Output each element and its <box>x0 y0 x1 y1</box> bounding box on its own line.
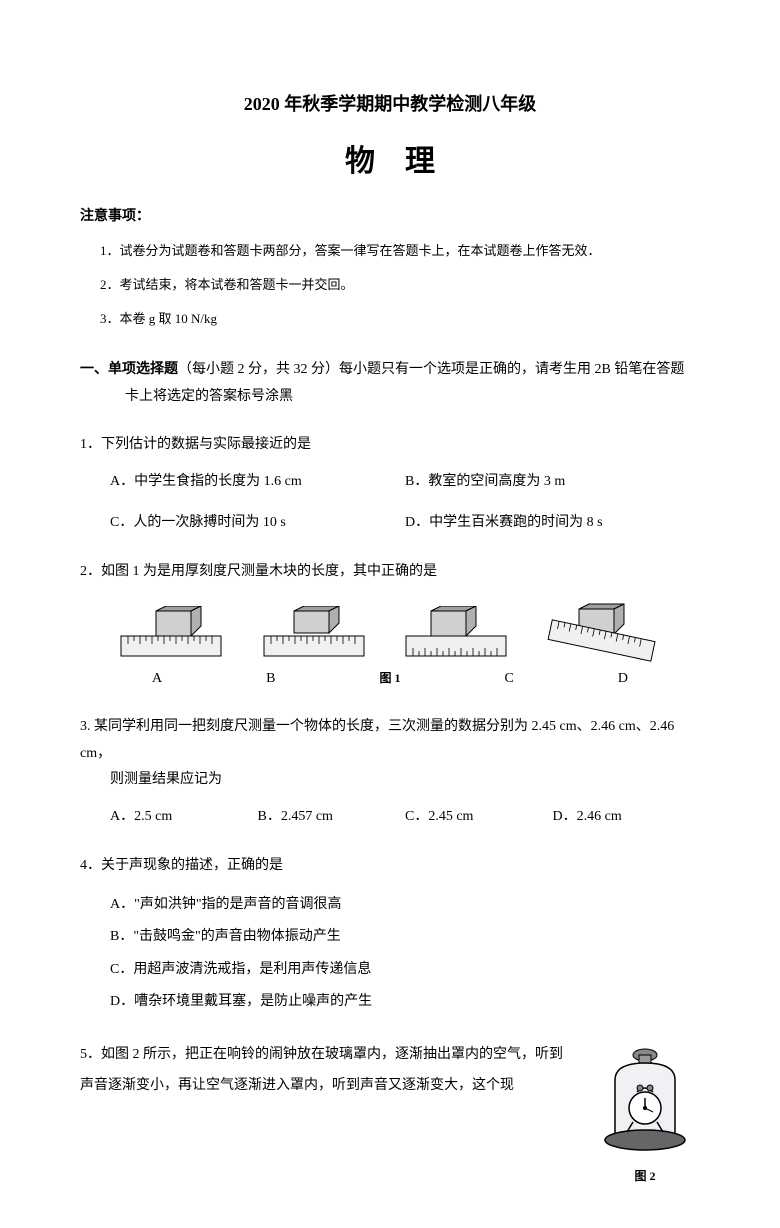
main-title: 2020 年秋季学期期中教学检测八年级 <box>80 90 700 116</box>
option-b: B．"击鼓鸣金"的声音由物体振动产生 <box>110 921 700 953</box>
figure-a <box>116 606 226 666</box>
question-text: 3. 某同学利用同一把刻度尺测量一个物体的长度，三次测量的数据分别为 2.45 … <box>80 714 700 767</box>
figure-d <box>544 601 664 666</box>
figure-caption: 图 1 <box>379 667 400 690</box>
option-d: D．中学生百米赛跑的时间为 8 s <box>405 510 700 537</box>
section-desc-line2: 卡上将选定的答案标号涂黑 <box>80 384 700 411</box>
figure-caption: 图 2 <box>590 1165 700 1188</box>
figure-b <box>259 606 369 666</box>
option-d: D．2.46 cm <box>553 804 701 831</box>
section-desc: （每小题 2 分，共 32 分）每小题只有一个选项是正确的，请考生用 2B 铅笔… <box>178 362 684 377</box>
figure-c <box>401 606 511 666</box>
question-4: 4．关于声现象的描述，正确的是 A．"声如洪钟"指的是声音的音调很高 B．"击鼓… <box>80 853 700 1018</box>
figure-label-a: A <box>152 666 162 693</box>
figure-label-b: B <box>266 666 275 693</box>
option-c: C．2.45 cm <box>405 804 553 831</box>
option-c: C．用超声波清洗戒指，是利用声传递信息 <box>110 954 700 986</box>
ruler-figure-icon <box>401 606 511 666</box>
figure-2: 图 2 <box>590 1040 700 1188</box>
ruler-figure-icon <box>116 606 226 666</box>
section-label: 一、单项选择题 <box>80 362 178 377</box>
option-a: A．"声如洪钟"指的是声音的音调很高 <box>110 889 700 921</box>
option-d: D．嘈杂环境里戴耳塞，是防止噪声的产生 <box>110 986 700 1018</box>
question-3: 3. 某同学利用同一把刻度尺测量一个物体的长度，三次测量的数据分别为 2.45 … <box>80 714 700 830</box>
question-5: 5．如图 2 所示，把正在响铃的闹钟放在玻璃罩内，逐渐抽出罩内的空气，听到声音逐… <box>80 1040 700 1188</box>
option-c: C．人的一次脉搏时间为 10 s <box>110 510 405 537</box>
notice-heading: 注意事项： <box>80 205 700 225</box>
question-text: 4．关于声现象的描述，正确的是 <box>80 853 700 880</box>
question-text: 2．如图 1 为是用厚刻度尺测量木块的长度，其中正确的是 <box>80 559 700 586</box>
option-b: B．2.457 cm <box>258 804 406 831</box>
question-text-line2: 则测量结果应记为 <box>80 767 700 794</box>
option-a: A．2.5 cm <box>110 804 258 831</box>
notice-item: 1．试卷分为试题卷和答题卡两部分，答案一律写在答题卡上，在本试题卷上作答无效． <box>80 240 700 259</box>
question-1: 1．下列估计的数据与实际最接近的是 A．中学生食指的长度为 1.6 cm B．教… <box>80 432 700 537</box>
question-2: 2．如图 1 为是用厚刻度尺测量木块的长度，其中正确的是 <box>80 559 700 692</box>
figure-row <box>80 601 700 666</box>
subject-title: 物理 <box>80 136 700 180</box>
ruler-figure-icon <box>544 601 664 666</box>
figure-label-d: D <box>618 666 628 693</box>
question-text: 1．下列估计的数据与实际最接近的是 <box>80 432 700 459</box>
question-text: 5．如图 2 所示，把正在响铃的闹钟放在玻璃罩内，逐渐抽出罩内的空气，听到声音逐… <box>80 1040 575 1102</box>
ruler-figure-icon <box>259 606 369 666</box>
bell-jar-icon <box>595 1040 695 1155</box>
option-a: A．中学生食指的长度为 1.6 cm <box>110 469 405 496</box>
section-heading: 一、单项选择题（每小题 2 分，共 32 分）每小题只有一个选项是正确的，请考生… <box>80 357 700 410</box>
notice-item: 3．本卷 g 取 10 N/kg <box>80 308 700 327</box>
notice-item: 2．考试结束，将本试卷和答题卡一并交回。 <box>80 274 700 293</box>
option-b: B．教室的空间高度为 3 m <box>405 469 700 496</box>
figure-label-c: C <box>504 666 513 693</box>
